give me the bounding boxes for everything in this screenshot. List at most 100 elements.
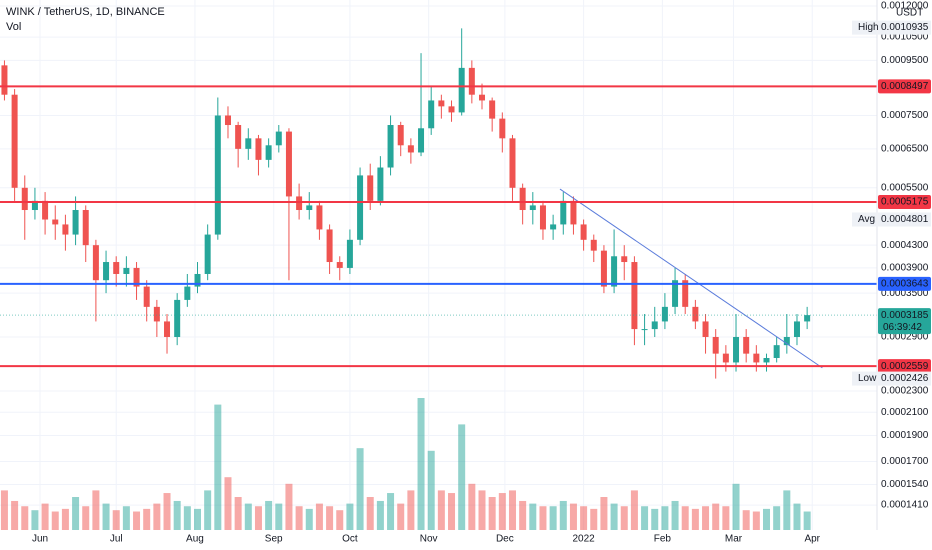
candle-body [631, 262, 638, 330]
stat-name-box [852, 20, 877, 35]
volume-bar [254, 506, 262, 530]
volume-bar [295, 506, 303, 530]
candle-body [367, 175, 374, 201]
volume-bar [671, 500, 679, 530]
y-tick-label: 0.0012000 [881, 1, 929, 12]
candle-body [194, 273, 201, 287]
volume-bar [468, 483, 476, 530]
candle-body [164, 321, 171, 337]
volume-bar [112, 510, 120, 530]
volume-bar [793, 503, 801, 530]
volume-bar [478, 490, 486, 530]
volume-bar [620, 506, 628, 530]
candle-body [42, 200, 49, 220]
candle-body [224, 115, 231, 126]
candle-body [153, 306, 160, 322]
volume-bar [529, 503, 537, 530]
stat-name-box [852, 371, 877, 386]
candle-body [468, 67, 475, 95]
x-tick-label: Nov [420, 534, 438, 545]
volume-bar [651, 508, 659, 530]
volume-bar [691, 508, 699, 530]
candle-body [743, 336, 750, 354]
candle-body [103, 262, 110, 281]
candle-body [489, 100, 496, 119]
candle-body [682, 280, 689, 307]
candle-body [255, 138, 262, 160]
last-price-label: 0.0003185 [881, 310, 929, 321]
candle-body [174, 299, 181, 337]
stat-name-box [852, 212, 877, 227]
volume-bar [183, 506, 191, 530]
volume-bar [508, 490, 516, 530]
volume-bar [326, 506, 334, 530]
candle-body [387, 125, 394, 168]
candle-body [753, 353, 760, 363]
volume-bar [143, 508, 151, 530]
candle-body [804, 315, 811, 322]
candle-body [641, 329, 648, 331]
volume-bar [234, 497, 242, 530]
candle-body [296, 196, 303, 211]
level-label: 0.0003643 [881, 278, 929, 289]
chart-title: WINK / TetherUS, 1D, BINANCE [6, 6, 165, 18]
candle-body [275, 131, 282, 146]
candle-body [580, 224, 587, 240]
volume-bar [752, 511, 760, 530]
volume-bar [681, 506, 689, 530]
y-tick-label: 0.0001700 [881, 456, 929, 467]
candle-body [519, 187, 526, 211]
candle-body [570, 200, 577, 225]
x-tick-label: Feb [654, 534, 672, 545]
candle-body [479, 94, 486, 101]
volume-bar [163, 493, 171, 530]
level-label: 0.0005175 [881, 197, 929, 208]
volume-bar [41, 503, 49, 530]
level-label-box [878, 79, 931, 94]
x-tick-label: Oct [342, 534, 358, 545]
candle-body [285, 131, 292, 197]
stat-value-box [878, 20, 931, 35]
volume-bar [173, 500, 181, 530]
volume-bar [763, 508, 771, 530]
candle-body [418, 128, 425, 153]
x-tick-label: 2022 [572, 534, 595, 545]
volume-bar [417, 398, 425, 530]
volume-bar [51, 511, 59, 530]
volume-bar [356, 448, 364, 530]
stat-value: 0.0010935 [881, 22, 929, 33]
stat-name: Low [858, 373, 877, 384]
currency: USDT [896, 8, 923, 19]
candle-body [143, 286, 150, 307]
candle-body [560, 200, 567, 225]
volume-bar [488, 497, 496, 530]
volume-bar [102, 503, 110, 530]
volume-bar [661, 506, 669, 530]
volume-bar [407, 490, 415, 530]
level-label-box [878, 194, 931, 209]
y-tick-label: 0.0004300 [881, 240, 929, 251]
candle-body [346, 239, 353, 268]
stat-name: Avg [858, 214, 875, 225]
volume-bar [285, 483, 293, 530]
candle-body [31, 200, 38, 211]
volume-bar [427, 450, 435, 530]
volume-bar [265, 500, 273, 530]
candle-body [62, 224, 69, 235]
axis-layer: 0.0012000 0.0010500 0.0009500 0.0007500 0.00… [32, 1, 931, 545]
candle-body [529, 205, 536, 211]
level-label: 0.0008497 [881, 81, 929, 92]
volume-layer [0, 398, 811, 530]
candle-body [245, 138, 252, 149]
y-tick-label: 0.0007500 [881, 110, 929, 121]
volume-bar [305, 508, 313, 530]
level-label: 0.0002559 [881, 361, 929, 372]
candle-body [733, 336, 740, 363]
volume-bar [214, 404, 222, 530]
candle-body [72, 210, 79, 235]
candle-body [692, 306, 699, 322]
stat-value-box [878, 371, 931, 386]
stat-value: 0.0004801 [881, 214, 929, 225]
candle-body [773, 345, 780, 358]
